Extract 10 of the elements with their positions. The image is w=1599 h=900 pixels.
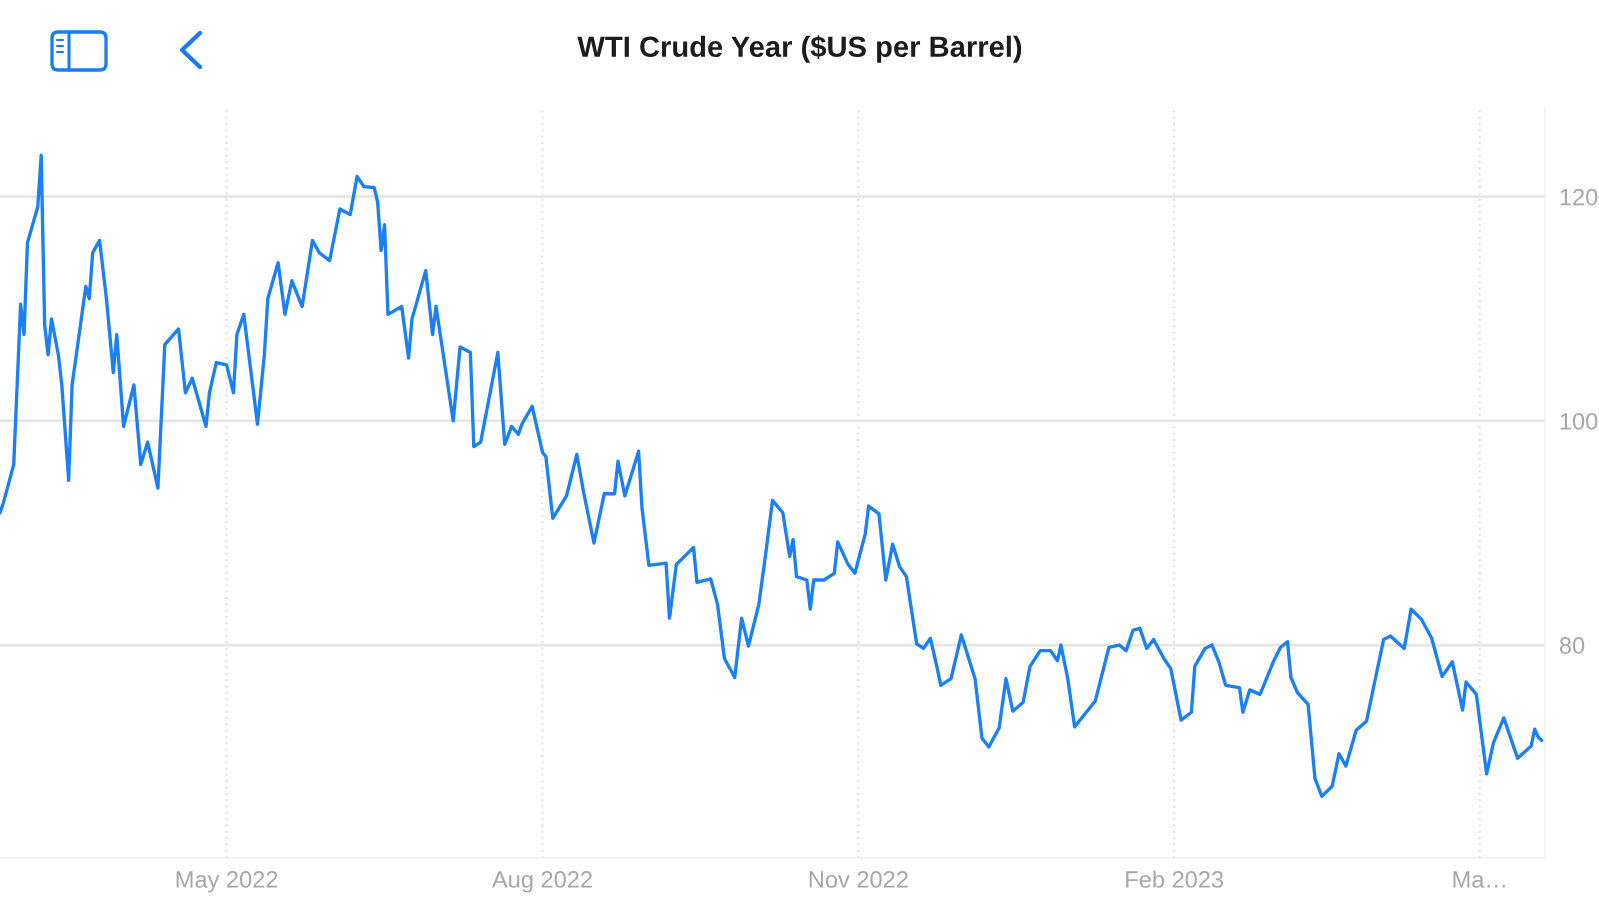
line-series — [0, 153, 1544, 799]
y-tick-label: 80 — [1559, 637, 1585, 654]
x-tick-label: Feb 2023 — [1126, 870, 1224, 888]
y-tick-label: 100 — [1560, 412, 1598, 430]
x-tick-label: Nov 2022 — [809, 871, 908, 888]
x-tick-label: Aug 2022 — [491, 871, 592, 893]
x-tick-label: Ma… — [1453, 871, 1505, 888]
y-tick-label: 120 — [1560, 188, 1598, 206]
chart-title: WTI Crude Year ($US per Barrel) — [577, 35, 1022, 63]
x-tick-label: May 2022 — [176, 871, 278, 893]
